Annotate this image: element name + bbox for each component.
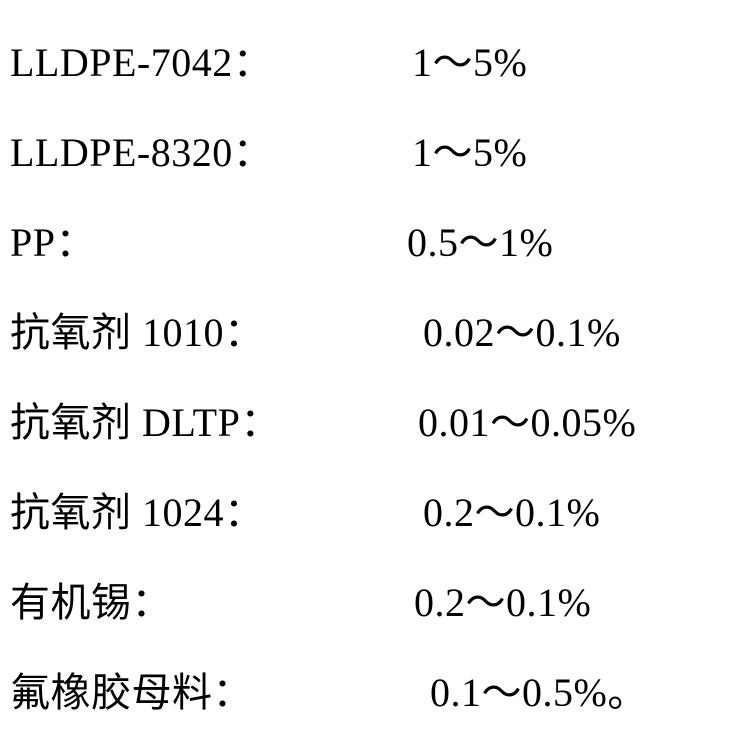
ingredient-label: LLDPE-7042：	[0, 18, 273, 108]
ingredient-label: LLDPE-8320：	[0, 108, 273, 198]
ingredient-label: 氟橡胶母料：	[0, 648, 253, 738]
ingredient-value: 0.1～0.5%。	[430, 648, 648, 738]
ingredient-value: 0.01～0.05%	[418, 378, 636, 468]
ingredient-value: 0.2～0.1%	[423, 468, 600, 558]
ingredient-value: 0.5～1%	[407, 198, 553, 288]
ingredient-value: 1～5%	[412, 18, 527, 108]
ingredient-label: 抗氧剂 DLTP：	[0, 378, 281, 468]
table-row: 抗氧剂 1024： 0.2～0.1%	[0, 468, 750, 558]
ingredient-value: 0.02～0.1%	[423, 288, 621, 378]
ingredient-value: 0.2～0.1%	[414, 558, 591, 648]
composition-list: LLDPE-7042： 1～5% LLDPE-8320： 1～5% PP： 0.…	[0, 0, 750, 743]
ingredient-label: 抗氧剂 1010：	[0, 288, 265, 378]
table-row: PP： 0.5～1%	[0, 198, 750, 288]
ingredient-value: 1～5%	[412, 108, 527, 198]
ingredient-label: PP：	[0, 198, 96, 288]
ingredient-label: 有机锡：	[0, 558, 172, 648]
table-row: 有机锡： 0.2～0.1%	[0, 558, 750, 648]
table-row: 抗氧剂 1010： 0.02～0.1%	[0, 288, 750, 378]
table-row: LLDPE-8320： 1～5%	[0, 108, 750, 198]
table-row: 抗氧剂 DLTP： 0.01～0.05%	[0, 378, 750, 468]
ingredient-label: 抗氧剂 1024：	[0, 468, 265, 558]
table-row: LLDPE-7042： 1～5%	[0, 18, 750, 108]
table-row: 氟橡胶母料： 0.1～0.5%。	[0, 648, 750, 738]
